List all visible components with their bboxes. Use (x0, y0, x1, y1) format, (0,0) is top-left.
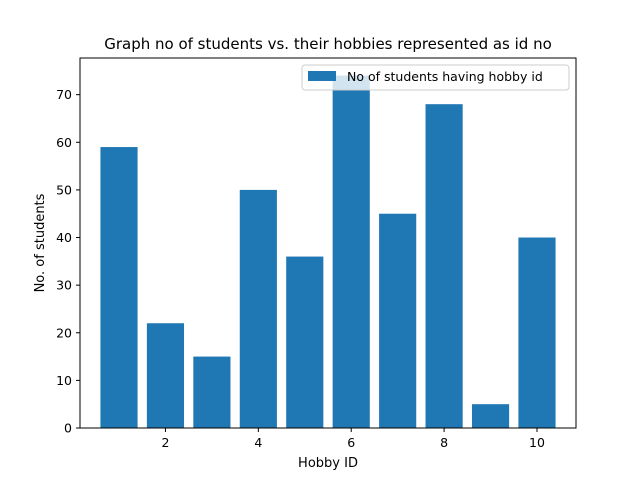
bar-hobby-8 (425, 104, 463, 428)
legend-label: No of students having hobby id (347, 69, 543, 84)
x-axis-label: Hobby ID (298, 456, 358, 471)
bar-hobby-10 (518, 237, 556, 428)
y-tick-label-50: 50 (56, 182, 72, 197)
bar-hobby-1 (100, 147, 138, 429)
y-tick-label-20: 20 (56, 325, 72, 340)
axes-layer (79, 57, 577, 429)
chart-title: Graph no of students vs. their hobbies r… (104, 35, 552, 53)
plot-frame (79, 57, 577, 429)
bar-hobby-3 (193, 356, 231, 428)
y-tick-label-10: 10 (56, 373, 72, 388)
y-axis-label: No. of students (33, 193, 48, 292)
y-tick-label-0: 0 (64, 421, 72, 436)
bar-hobby-7 (379, 213, 417, 428)
bar-hobby-2 (146, 323, 185, 428)
bar-hobby-9 (471, 404, 510, 428)
y-tick-label-30: 30 (56, 278, 72, 293)
bar-hobby-6 (332, 75, 370, 429)
x-tick-label-10: 10 (529, 435, 545, 450)
x-tick-label-2: 2 (161, 435, 169, 450)
bars-layer (100, 75, 556, 429)
legend: No of students having hobby id (301, 64, 570, 91)
legend-frame (301, 64, 570, 91)
x-tick-label-6: 6 (347, 435, 355, 450)
legend-swatch (308, 71, 336, 81)
y-axis-ticks: 0 10 20 30 40 50 60 70 (56, 87, 80, 436)
y-tick-label-40: 40 (56, 230, 72, 245)
x-axis-ticks: 2 4 6 8 10 (161, 428, 545, 450)
x-tick-label-4: 4 (254, 435, 262, 450)
x-tick-label-8: 8 (440, 435, 448, 450)
y-tick-label-60: 60 (56, 135, 72, 150)
bar-hobby-5 (286, 256, 324, 428)
bar-hobby-4 (239, 189, 277, 428)
y-tick-label-70: 70 (56, 87, 72, 102)
